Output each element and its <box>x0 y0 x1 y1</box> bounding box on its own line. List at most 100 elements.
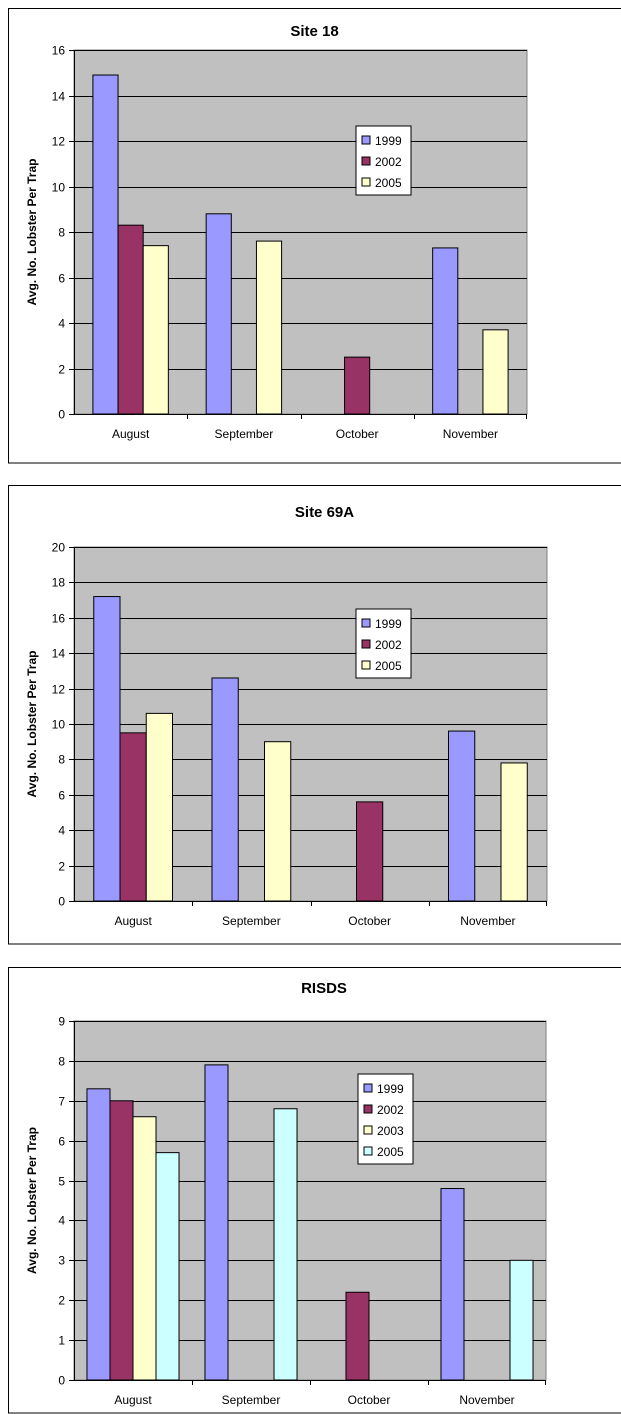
bar-august-2002 <box>117 224 144 415</box>
bar-august-2002 <box>119 732 147 902</box>
bar-august-2005 <box>155 1152 180 1381</box>
y-tick-label: 5 <box>58 1175 65 1189</box>
legend-swatch-2005 <box>363 1146 373 1156</box>
bar-september-1999 <box>211 677 239 902</box>
y-tick-label: 14 <box>52 90 66 104</box>
y-tick-label: 18 <box>52 576 66 590</box>
x-tick-label: October <box>348 1393 391 1407</box>
bar-november-1999 <box>447 730 476 902</box>
legend-label-1999: 1999 <box>375 134 402 148</box>
bar-august-1999 <box>92 74 119 415</box>
x-tick-label: September <box>222 914 281 928</box>
chart-frame <box>8 8 621 464</box>
y-tick-label: 4 <box>58 317 65 331</box>
chart-panel-site-18: Site 18 0 2 4 6 8 10 12 14 16 Avg. No. Lobster Per… <box>8 8 621 464</box>
bar-september-2005 <box>264 741 292 902</box>
chart-panel-site-69a: Site 69A 0 2 4 6 8 10 12 14 16 18 20 Avg. No. Lobste… <box>8 485 621 945</box>
bar-november-1999 <box>440 1188 465 1381</box>
chart-frame <box>8 967 621 1414</box>
y-tick-label: 6 <box>58 789 65 803</box>
legend-label-2005: 2005 <box>375 176 402 190</box>
y-tick-label: 1 <box>58 1334 65 1348</box>
x-tick-label: August <box>112 427 150 441</box>
chart-panel-risds: RISDS 0 1 2 3 4 5 6 7 8 9 Avg. No. Lobster Per Trap… <box>8 967 621 1414</box>
legend-label-2005: 2005 <box>375 659 402 673</box>
bar-august-2005 <box>142 245 169 415</box>
chart-title: Site 69A <box>295 504 354 521</box>
bar-october-2002 <box>355 801 384 902</box>
bar-august-2005 <box>145 712 174 902</box>
y-tick-label: 4 <box>58 824 65 838</box>
y-tick-label: 8 <box>58 753 65 767</box>
chart-site-69a: Site 69A 0 2 4 6 8 10 12 14 16 18 20 Avg. No. Lobste… <box>8 485 621 945</box>
legend-swatch-2002 <box>361 156 371 166</box>
y-tick-label: 8 <box>58 226 65 240</box>
y-tick-label: 6 <box>58 1135 65 1149</box>
bar-november-2005 <box>509 1259 534 1381</box>
legend-swatch-1999 <box>361 618 371 628</box>
bar-september-2005 <box>273 1108 298 1381</box>
x-tick-label: August <box>114 914 152 928</box>
legend-label-2002: 2002 <box>375 155 402 169</box>
y-axis-title: Avg. No. Lobster Per Trap <box>25 159 39 306</box>
bar-august-2003 <box>132 1116 157 1381</box>
y-tick-label: 6 <box>58 272 65 286</box>
y-tick-label: 20 <box>52 541 66 555</box>
legend-label-1999: 1999 <box>375 617 402 631</box>
y-tick-label: 16 <box>52 44 66 58</box>
bar-september-2005 <box>255 240 283 415</box>
legend-swatch-2005 <box>361 660 371 670</box>
x-tick-label: November <box>443 427 498 441</box>
bar-november-2005 <box>500 762 528 902</box>
bar-november-2005 <box>482 329 509 415</box>
legend-swatch-1999 <box>361 135 371 145</box>
legend-swatch-2005 <box>361 177 371 187</box>
legend-label-2002: 2002 <box>375 638 402 652</box>
bar-november-1999 <box>432 247 459 415</box>
bar-august-1999 <box>93 596 121 902</box>
legend-label-1999: 1999 <box>377 1082 404 1096</box>
chart-title: RISDS <box>301 980 347 997</box>
legend-label-2005: 2005 <box>377 1145 404 1159</box>
x-tick-label: September <box>215 427 274 441</box>
y-tick-label: 2 <box>58 363 65 377</box>
x-tick-label: September <box>222 1393 281 1407</box>
y-axis-title: Avg. No. Lobster Per Trap <box>25 1127 39 1274</box>
y-tick-label: 10 <box>52 181 66 195</box>
bar-august-2002 <box>109 1100 134 1381</box>
x-tick-label: November <box>459 1393 514 1407</box>
x-tick-label: August <box>114 1393 152 1407</box>
y-tick-label: 4 <box>58 1214 65 1228</box>
legend-swatch-2003 <box>363 1125 373 1135</box>
legend-swatch-2002 <box>363 1104 373 1114</box>
y-tick-label: 2 <box>58 1294 65 1308</box>
y-tick-label: 0 <box>58 895 65 909</box>
y-tick-label: 2 <box>58 860 65 874</box>
x-tick-label: October <box>348 914 391 928</box>
bar-august-1999 <box>86 1088 111 1381</box>
y-tick-label: 10 <box>52 718 66 732</box>
chart-frame <box>8 485 621 945</box>
y-tick-label: 7 <box>58 1095 65 1109</box>
legend-swatch-2002 <box>361 639 371 649</box>
y-tick-label: 16 <box>52 612 66 626</box>
y-axis-title: Avg. No. Lobster Per Trap <box>25 651 39 798</box>
chart-risds: RISDS 0 1 2 3 4 5 6 7 8 9 Avg. No. Lobster Per Trap… <box>8 967 621 1414</box>
legend-label-2002: 2002 <box>377 1103 404 1117</box>
legend-swatch-1999 <box>363 1083 373 1093</box>
bar-october-2002 <box>344 356 371 415</box>
bar-september-1999 <box>204 1064 229 1381</box>
legend-label-2003: 2003 <box>377 1124 404 1138</box>
chart-site-18: Site 18 0 2 4 6 8 10 12 14 16 Avg. No. Lobster Per… <box>8 8 621 464</box>
chart-title: Site 18 <box>290 23 338 40</box>
y-tick-label: 12 <box>52 683 66 697</box>
bar-october-2002 <box>345 1291 370 1381</box>
bar-september-1999 <box>205 213 232 415</box>
y-tick-label: 0 <box>58 408 65 422</box>
y-tick-label: 3 <box>58 1254 65 1268</box>
y-tick-label: 14 <box>52 647 66 661</box>
y-tick-label: 0 <box>58 1374 65 1388</box>
x-tick-label: October <box>336 427 379 441</box>
y-tick-label: 12 <box>52 135 66 149</box>
y-tick-label: 9 <box>58 1015 65 1029</box>
